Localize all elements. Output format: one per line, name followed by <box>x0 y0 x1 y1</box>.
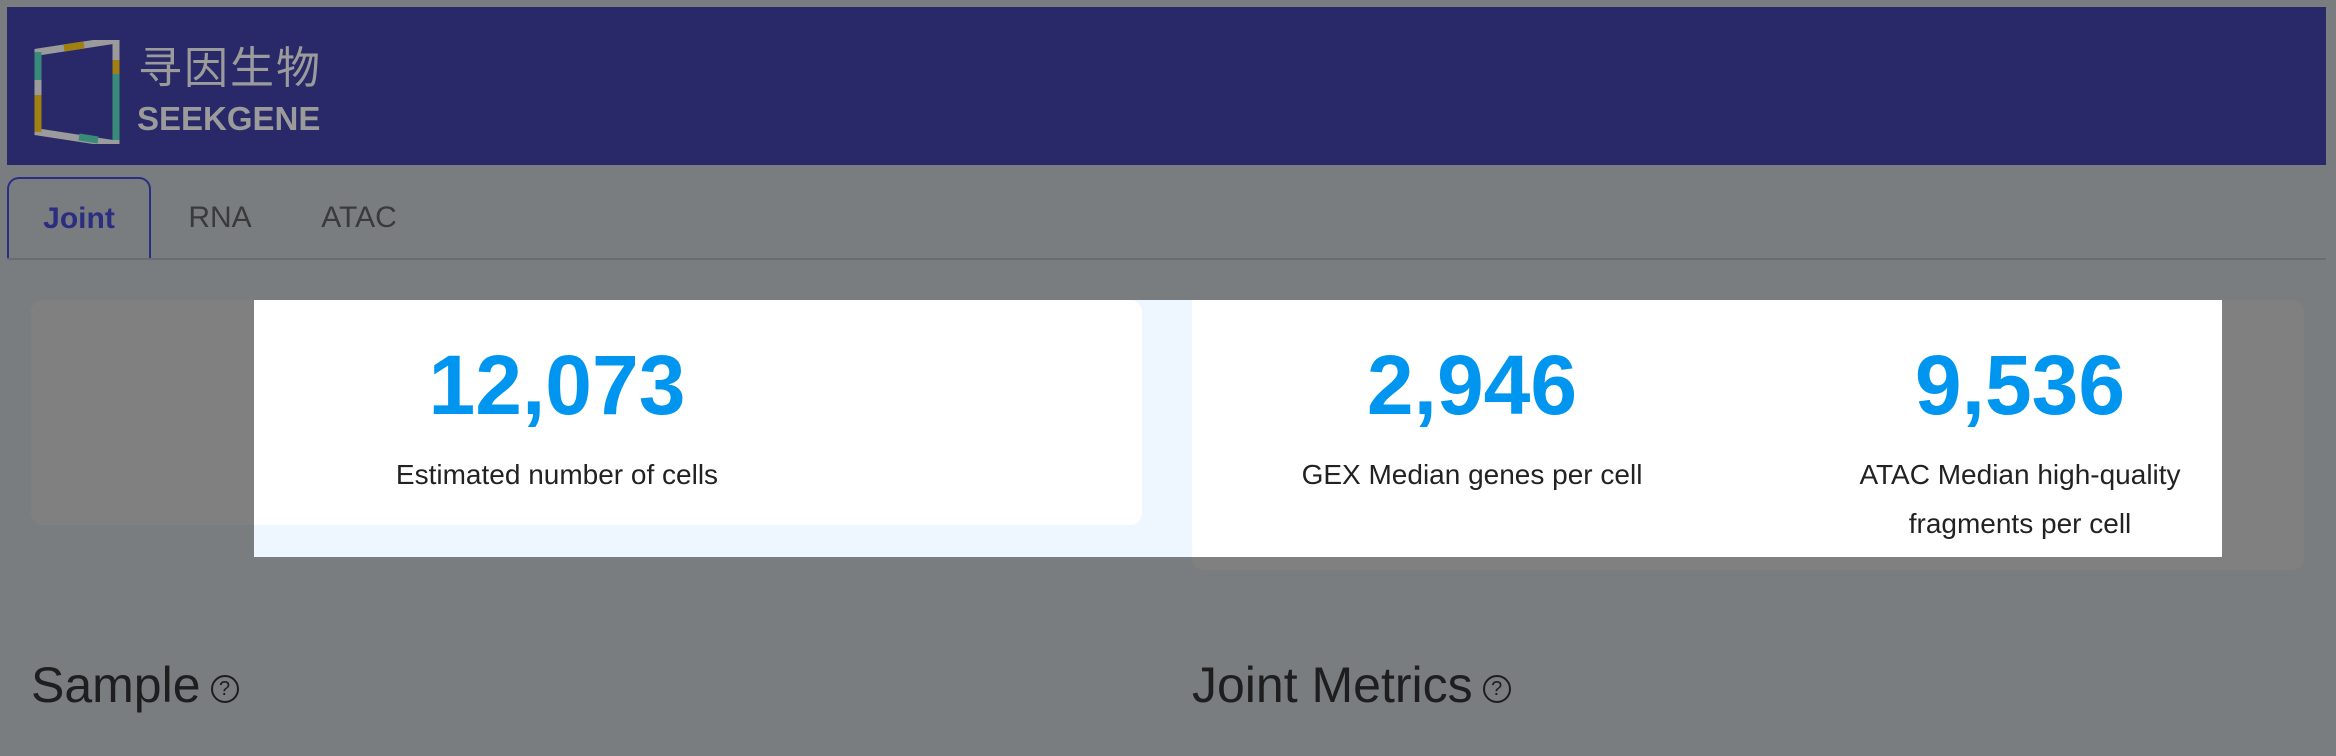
metric-label: Estimated number of cells <box>395 459 719 490</box>
tab-divider <box>7 258 2326 260</box>
help-icon[interactable]: ? <box>1482 675 1511 703</box>
logo-text-en: SEEKGENE <box>137 100 321 137</box>
summary-card-right <box>1192 300 2222 557</box>
section-sample: Sample ? <box>31 655 239 715</box>
metric-value: 2,946 <box>1366 338 1578 432</box>
metric-label: ATAC Median high-quality fragments per c… <box>1859 459 2181 539</box>
header-bar <box>7 7 2326 165</box>
section-joint-metrics: Joint Metrics ? <box>1192 655 1511 715</box>
metric-value: 9,536 <box>1914 338 2126 432</box>
help-icon[interactable]: ? <box>210 675 239 703</box>
metric-label: GEX Median genes per cell <box>1301 459 1643 490</box>
metric-atac-median-fragments: 9,536 ATAC Median high-quality fragments… <box>1830 340 2210 548</box>
metric-value: 12,073 <box>428 338 686 432</box>
seekgene-logo-icon <box>34 40 120 144</box>
summary-card-left <box>254 300 1142 525</box>
section-title: Sample <box>31 657 201 713</box>
section-title: Joint Metrics <box>1192 657 1473 713</box>
tab-atac[interactable]: ATAC <box>321 200 397 234</box>
metric-estimated-cells: 12,073 Estimated number of cells <box>357 340 757 499</box>
metric-gex-median-genes: 2,946 GEX Median genes per cell <box>1262 340 1682 499</box>
logo-text-cn: 寻因生物 <box>138 44 322 93</box>
tab-rna[interactable]: RNA <box>188 200 252 234</box>
tab-joint[interactable]: Joint <box>7 177 151 258</box>
